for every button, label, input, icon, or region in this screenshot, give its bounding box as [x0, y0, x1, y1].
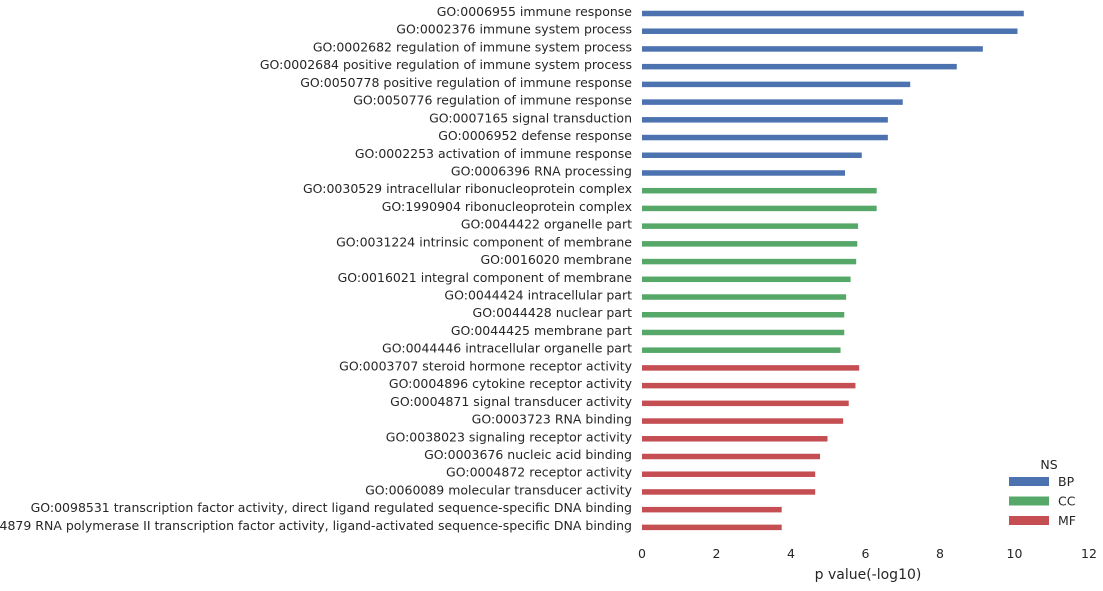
- x-tick-label: 2: [713, 546, 721, 561]
- category-label: GO:0002684 positive regulation of immune…: [260, 57, 632, 72]
- x-tick-label: 12: [1081, 546, 1097, 561]
- bars-layer: [642, 10, 1024, 531]
- bar: [642, 294, 847, 300]
- category-label: GO:0004871 signal transducer activity: [390, 394, 632, 409]
- bar: [642, 453, 821, 460]
- bar: [642, 400, 849, 407]
- category-label: GO:0006396 RNA processing: [451, 163, 632, 178]
- category-label: GO:0050776 regulation of immune response: [353, 93, 632, 108]
- bar: [642, 10, 1024, 17]
- x-axis: 0 2 4 6 8 10 12: [638, 546, 1097, 561]
- category-label: GO:0003707 steroid hormone receptor acti…: [339, 358, 632, 373]
- bar: [642, 28, 1018, 34]
- bar: [642, 489, 816, 495]
- category-labels: GO:0006955 immune response GO:0002376 imm…: [0, 4, 633, 533]
- bar: [642, 365, 860, 371]
- x-tick-label: 8: [936, 546, 944, 561]
- category-label: GO:0003676 nucleic acid binding: [424, 447, 632, 462]
- bar: [642, 382, 856, 389]
- bar: [642, 418, 844, 424]
- category-label: GO:0003723 RNA binding: [472, 412, 632, 427]
- bar: [642, 117, 888, 123]
- category-label: GO:0002376 immune system process: [396, 22, 632, 37]
- category-label: GO:0002253 activation of immune response: [355, 146, 632, 161]
- category-label: GO:0007165 signal transduction: [429, 110, 632, 125]
- bar: [642, 205, 877, 212]
- category-label: GO:0004872 receptor activity: [446, 465, 633, 480]
- bar: [642, 134, 888, 141]
- bar: [642, 241, 858, 247]
- category-label: GO:0050778 positive regulation of immune…: [300, 75, 632, 90]
- bar: [642, 46, 983, 52]
- category-label: GO:0098531 transcription factor activity…: [31, 500, 632, 515]
- category-label: GO:0038023 signaling receptor activity: [386, 429, 633, 444]
- legend-swatch: [1009, 496, 1049, 506]
- x-tick-label: 10: [1007, 546, 1023, 561]
- bar: [642, 258, 857, 265]
- bar: [642, 347, 841, 353]
- category-label: GO:0002682 regulation of immune system p…: [313, 39, 632, 54]
- bar: [642, 276, 851, 283]
- category-label: GO:0016021 integral component of membran…: [338, 270, 633, 285]
- bar: [642, 223, 859, 229]
- bar: [642, 81, 911, 88]
- category-label: GO:1990904 ribonucleoprotein complex: [382, 199, 632, 214]
- category-label: GO:0060089 molecular transducer activity: [365, 482, 633, 497]
- bar: [642, 524, 782, 531]
- bar: [642, 329, 845, 336]
- bar: [642, 170, 846, 176]
- category-label: GO:0016020 membrane: [480, 252, 632, 267]
- bar: [642, 471, 816, 477]
- legend-swatch: [1009, 516, 1049, 525]
- category-label: GO:0004879 RNA polymerase II transcripti…: [0, 518, 632, 533]
- bar: [642, 506, 782, 513]
- category-label: GO:0006952 defense response: [438, 128, 632, 143]
- bar: [642, 152, 862, 159]
- bar: [642, 311, 845, 318]
- category-label: GO:0004896 cytokine receptor activity: [389, 376, 633, 391]
- category-label: GO:0044422 organelle part: [461, 217, 632, 232]
- category-label: GO:0044428 nuclear part: [473, 305, 633, 320]
- legend-label: CC: [1058, 494, 1076, 509]
- bar: [642, 187, 877, 194]
- category-label: GO:0006955 immune response: [437, 4, 633, 19]
- category-label: GO:0044446 intracellular organelle part: [382, 341, 632, 356]
- bar: [642, 436, 828, 442]
- category-label: GO:0031224 intrinsic component of membra…: [336, 234, 632, 249]
- x-tick-label: 4: [787, 546, 795, 561]
- category-label: GO:0044425 membrane part: [451, 323, 632, 338]
- legend-label: BP: [1058, 474, 1075, 489]
- category-label: GO:0030529 intracellular ribonucleoprote…: [303, 181, 632, 196]
- legend-label: MF: [1058, 513, 1076, 528]
- bar: [642, 99, 903, 105]
- legend-title: NS: [1040, 457, 1057, 472]
- bar: [642, 63, 957, 70]
- x-tick-label: 0: [638, 546, 646, 561]
- category-label: GO:0044424 intracellular part: [444, 288, 632, 303]
- x-tick-label: 6: [862, 546, 870, 561]
- legend: NS BP CC MF: [1009, 457, 1076, 528]
- legend-swatch: [1009, 477, 1049, 486]
- x-axis-label: p value(-log10): [815, 567, 922, 583]
